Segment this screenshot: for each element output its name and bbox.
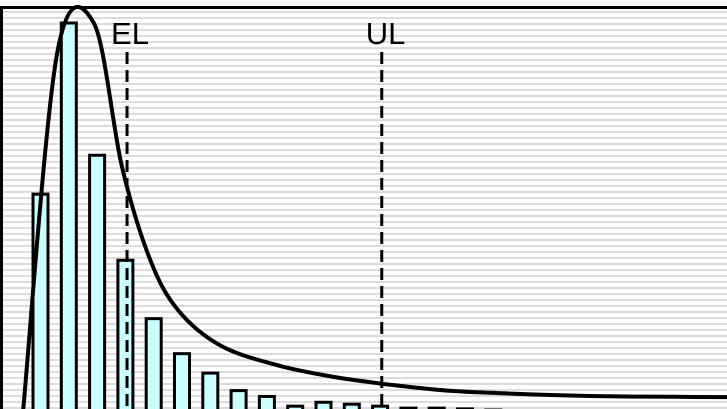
bar-5 — [144, 317, 163, 409]
bar-8 — [229, 389, 248, 409]
bar-9 — [257, 394, 276, 409]
bar-4 — [116, 258, 135, 409]
limit-label-el: EL — [111, 16, 149, 51]
bar-12 — [342, 402, 361, 409]
bar-7 — [201, 371, 220, 409]
bar-6 — [173, 352, 191, 409]
bar-2 — [59, 21, 78, 409]
chart-frame — [0, 6, 727, 409]
grid-lines — [3, 11, 727, 409]
limit-label-ul: UL — [366, 16, 406, 51]
distribution-curve — [21, 4, 727, 409]
bar-11 — [314, 400, 333, 409]
bar-3 — [88, 153, 107, 409]
limit-lines: EL UL — [111, 16, 405, 409]
bar-10 — [286, 404, 305, 409]
bar-13 — [371, 404, 390, 409]
